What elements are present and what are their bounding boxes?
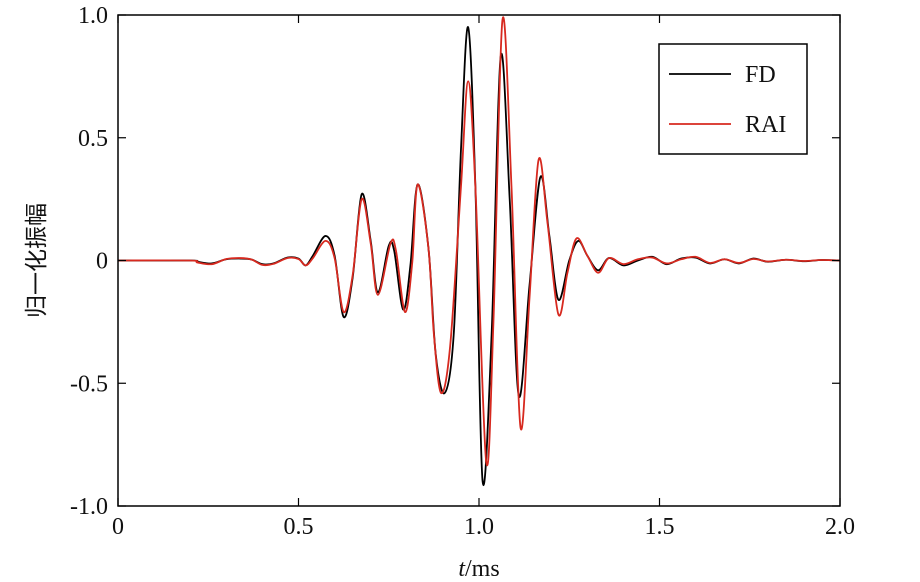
x-axis-label-unit: /ms: [465, 556, 500, 582]
series-layer: [118, 16, 840, 486]
legend-box: [658, 43, 808, 155]
y-tick-label: 0: [96, 249, 108, 275]
labels-layer: t/ms 归一化振幅: [24, 203, 500, 582]
ticks-layer: 0 0.5 1.0 1.5 2.0 -1.0 -0.5 0 0.5 1.0: [70, 3, 855, 540]
y-axis-label: 归一化振幅: [24, 203, 50, 318]
x-tick-label: 1.0: [464, 514, 494, 540]
x-tick-label: 1.5: [645, 514, 675, 540]
y-tick-label: 0.5: [78, 126, 108, 152]
legend-label-rai: RAI: [745, 112, 786, 138]
x-tick-label: 2.0: [825, 514, 855, 540]
legend-label-fd: FD: [745, 62, 776, 88]
y-tick-label: -0.5: [70, 371, 108, 397]
y-tick-label: 1.0: [78, 3, 108, 29]
series-group: [118, 16, 840, 486]
x-axis-label-variable: t: [458, 556, 466, 582]
y-tick-label: -1.0: [70, 494, 108, 520]
x-tick-label: 0.5: [284, 514, 314, 540]
x-axis-label: t/ms: [458, 556, 499, 582]
series-line-rai: [118, 16, 840, 466]
legend: FD RAI: [658, 43, 808, 155]
x-tick-label: 0: [112, 514, 124, 540]
